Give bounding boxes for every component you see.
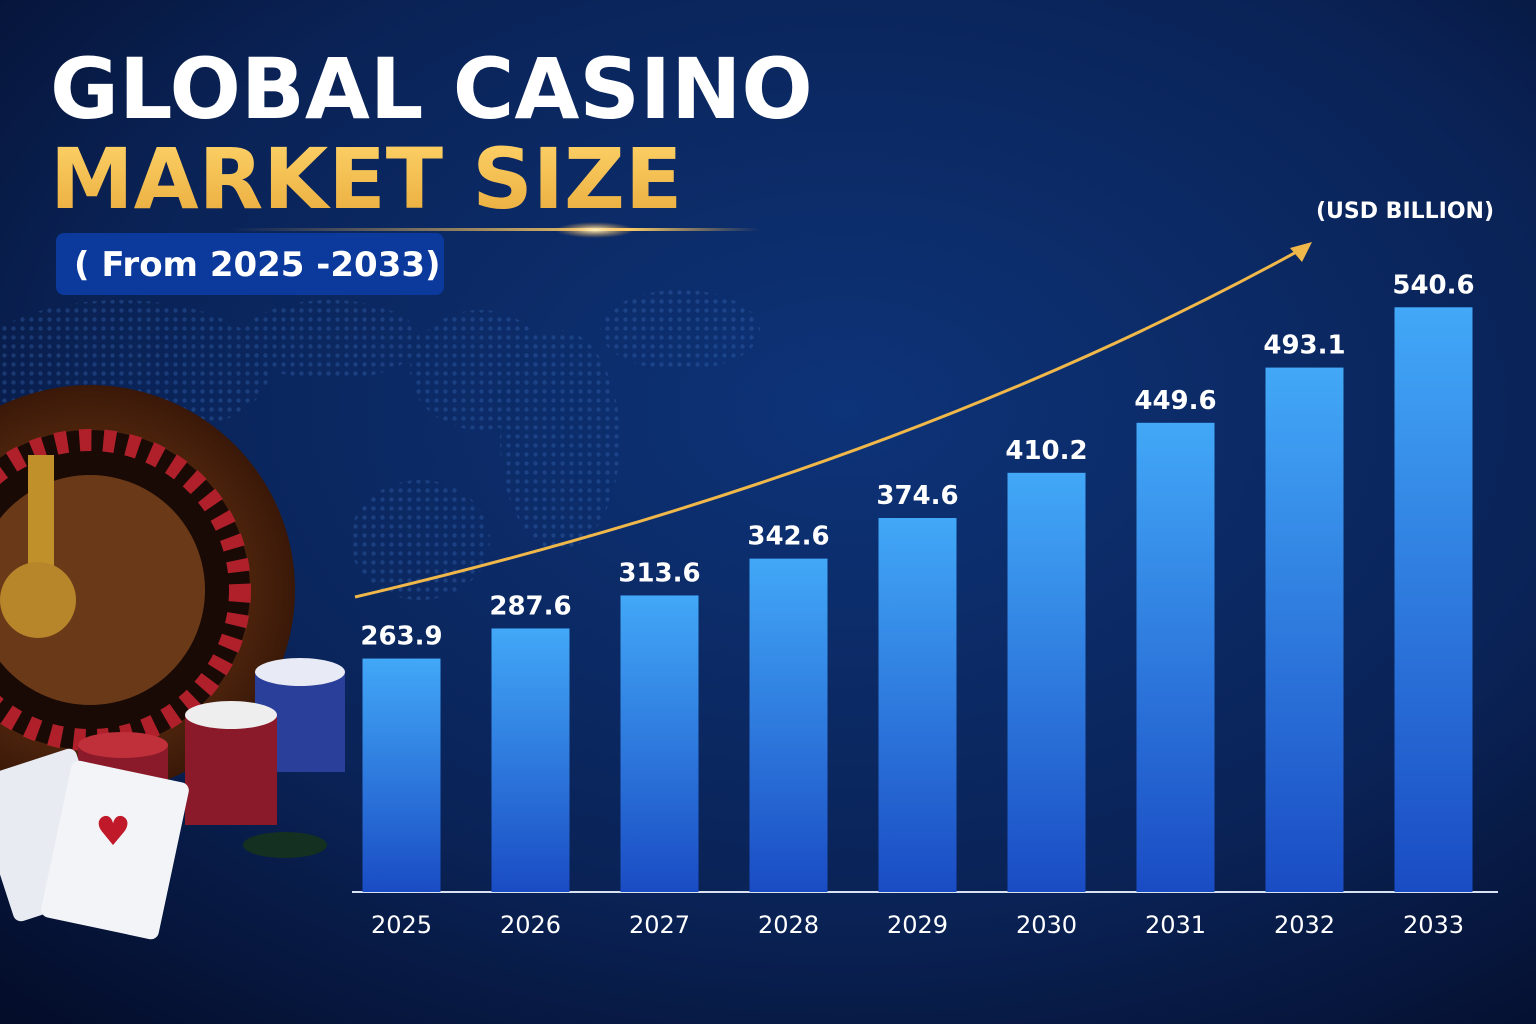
- cards: ♥: [0, 748, 189, 940]
- x-tick-label: 2030: [1016, 911, 1077, 939]
- chips: [78, 658, 345, 858]
- bar: [491, 628, 570, 892]
- value-label: 449.6: [1134, 386, 1216, 416]
- bar: [1007, 472, 1086, 892]
- world-map: [0, 290, 760, 600]
- bar: [1136, 422, 1215, 892]
- trend-arrow-head: [1290, 242, 1312, 262]
- title-line-1: GLOBAL CASINO: [50, 40, 813, 138]
- x-tick-label: 2033: [1403, 911, 1464, 939]
- bar: [749, 558, 828, 892]
- value-label: 313.6: [618, 558, 700, 588]
- unit-label: (USD BILLION): [1316, 199, 1494, 224]
- bar: [878, 518, 957, 892]
- value-label: 374.6: [876, 481, 958, 511]
- x-tick-label: 2027: [629, 911, 690, 939]
- x-tick-label: 2026: [500, 911, 561, 939]
- value-label: 410.2: [1005, 436, 1087, 466]
- x-tick-label: 2025: [371, 911, 432, 939]
- trend-arrow: [354, 248, 1301, 599]
- value-label: 263.9: [360, 622, 442, 652]
- roulette: [0, 385, 295, 795]
- subtitle: ( From 2025 -2033): [74, 245, 441, 285]
- bar: [1265, 367, 1344, 892]
- x-tick-label: 2031: [1145, 911, 1206, 939]
- subtitle-box: [56, 233, 444, 295]
- x-tick-label: 2029: [887, 911, 948, 939]
- value-label: 493.1: [1263, 331, 1345, 361]
- underline-glow: [555, 222, 635, 238]
- value-label: 287.6: [489, 591, 571, 621]
- title-underline: [230, 228, 760, 231]
- bar: [362, 658, 441, 892]
- bar: [620, 595, 699, 892]
- value-label: 540.6: [1392, 270, 1474, 300]
- x-tick-label: 2032: [1274, 911, 1335, 939]
- x-tick-label: 2028: [758, 911, 819, 939]
- svg-text:♥: ♥: [95, 809, 131, 855]
- bar: [1394, 307, 1473, 893]
- title-line-2: MARKET SIZE: [50, 130, 682, 228]
- value-label: 342.6: [747, 522, 829, 552]
